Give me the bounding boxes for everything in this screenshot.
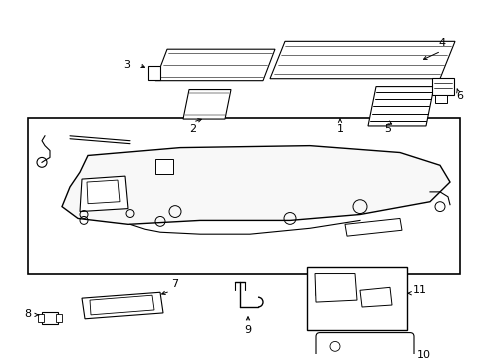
- Polygon shape: [82, 292, 163, 319]
- Bar: [28, 118, 459, 274]
- Polygon shape: [90, 295, 154, 315]
- Polygon shape: [183, 90, 230, 119]
- Text: 4: 4: [438, 38, 445, 48]
- FancyBboxPatch shape: [315, 333, 413, 360]
- Polygon shape: [269, 41, 454, 79]
- Polygon shape: [80, 176, 128, 212]
- Bar: [56, 314, 62, 322]
- Text: 8: 8: [24, 309, 32, 319]
- Text: 1: 1: [336, 124, 343, 134]
- Polygon shape: [62, 146, 449, 224]
- Bar: [148, 66, 160, 80]
- Bar: [42, 312, 58, 324]
- Polygon shape: [359, 287, 391, 307]
- Bar: [431, 78, 453, 95]
- Text: 5: 5: [384, 124, 391, 134]
- Text: 2: 2: [189, 124, 196, 134]
- Bar: [38, 314, 44, 322]
- Text: 7: 7: [171, 279, 178, 289]
- Polygon shape: [314, 274, 356, 302]
- Bar: [306, 267, 406, 330]
- Text: 3: 3: [123, 60, 130, 70]
- Text: 10: 10: [416, 350, 430, 360]
- Polygon shape: [367, 87, 433, 126]
- Bar: [434, 95, 446, 103]
- Polygon shape: [155, 49, 274, 81]
- Bar: [155, 159, 173, 174]
- Polygon shape: [345, 219, 401, 236]
- Text: 11: 11: [412, 285, 426, 295]
- Text: 9: 9: [244, 325, 251, 335]
- Polygon shape: [87, 180, 120, 204]
- Text: 6: 6: [456, 91, 463, 102]
